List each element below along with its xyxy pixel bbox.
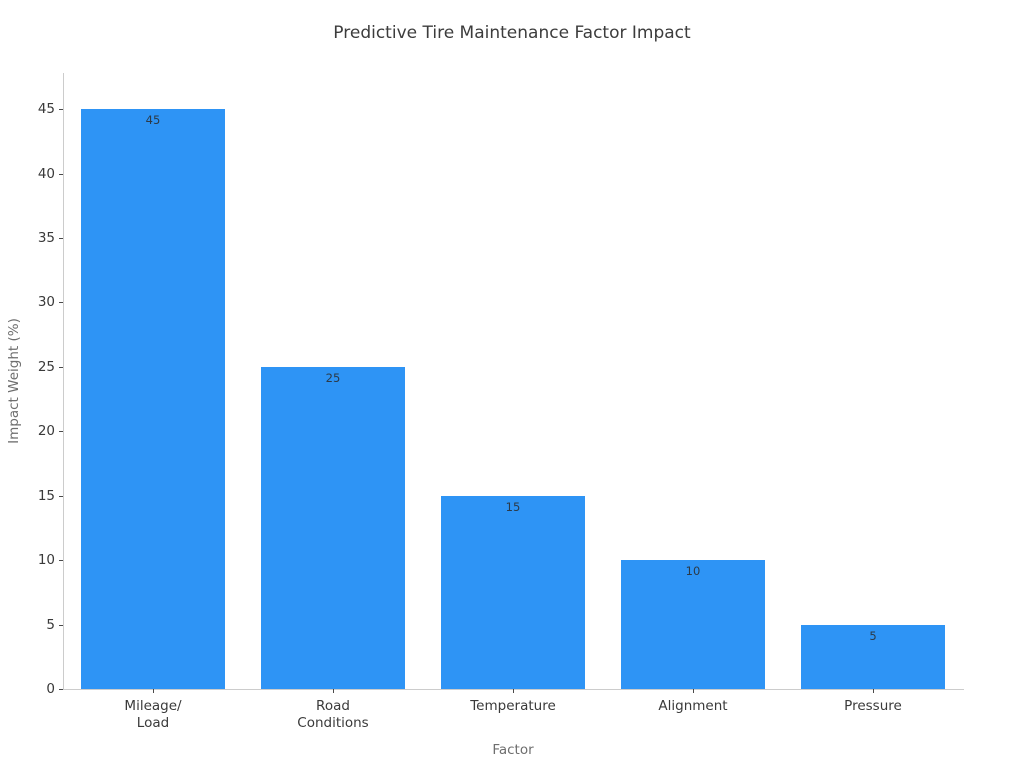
x-tick-mark xyxy=(873,689,874,693)
bar-value-label: 15 xyxy=(505,500,521,514)
bar xyxy=(441,496,585,689)
y-tick-label: 20 xyxy=(37,423,55,439)
bar xyxy=(81,109,225,689)
y-tick-label: 10 xyxy=(37,552,55,568)
y-tick-label: 35 xyxy=(37,230,55,246)
y-tick-mark xyxy=(59,431,63,432)
y-tick-label: 25 xyxy=(37,359,55,375)
y-tick-label: 0 xyxy=(46,681,55,697)
y-tick-mark xyxy=(59,238,63,239)
x-tick-mark xyxy=(693,689,694,693)
bar-value-label: 10 xyxy=(685,564,701,578)
bar xyxy=(801,625,945,689)
x-axis-title: Factor xyxy=(492,742,534,758)
y-tick-mark xyxy=(59,560,63,561)
y-tick-mark xyxy=(59,302,63,303)
y-axis-line xyxy=(63,73,64,689)
bar-value-label: 25 xyxy=(325,371,341,385)
x-tick-mark xyxy=(153,689,154,693)
x-tick-label: Road Conditions xyxy=(297,698,369,731)
y-tick-label: 30 xyxy=(37,294,55,310)
x-tick-mark xyxy=(513,689,514,693)
y-tick-label: 5 xyxy=(46,617,55,633)
y-tick-mark xyxy=(59,496,63,497)
bar-value-label: 45 xyxy=(145,113,161,127)
y-tick-mark xyxy=(59,367,63,368)
y-tick-mark xyxy=(59,689,63,690)
chart-title: Predictive Tire Maintenance Factor Impac… xyxy=(333,23,691,43)
x-tick-mark xyxy=(333,689,334,693)
bar xyxy=(621,560,765,689)
x-tick-label: Pressure xyxy=(844,698,902,714)
bar-value-label: 5 xyxy=(869,629,877,643)
y-tick-label: 45 xyxy=(37,101,55,117)
bar xyxy=(261,367,405,689)
y-tick-label: 15 xyxy=(37,488,55,504)
y-tick-mark xyxy=(59,174,63,175)
x-tick-label: Temperature xyxy=(470,698,556,714)
x-tick-label: Mileage/ Load xyxy=(124,698,182,731)
x-tick-label: Alignment xyxy=(658,698,728,714)
y-tick-label: 40 xyxy=(37,166,55,182)
y-tick-mark xyxy=(59,625,63,626)
y-tick-mark xyxy=(59,109,63,110)
